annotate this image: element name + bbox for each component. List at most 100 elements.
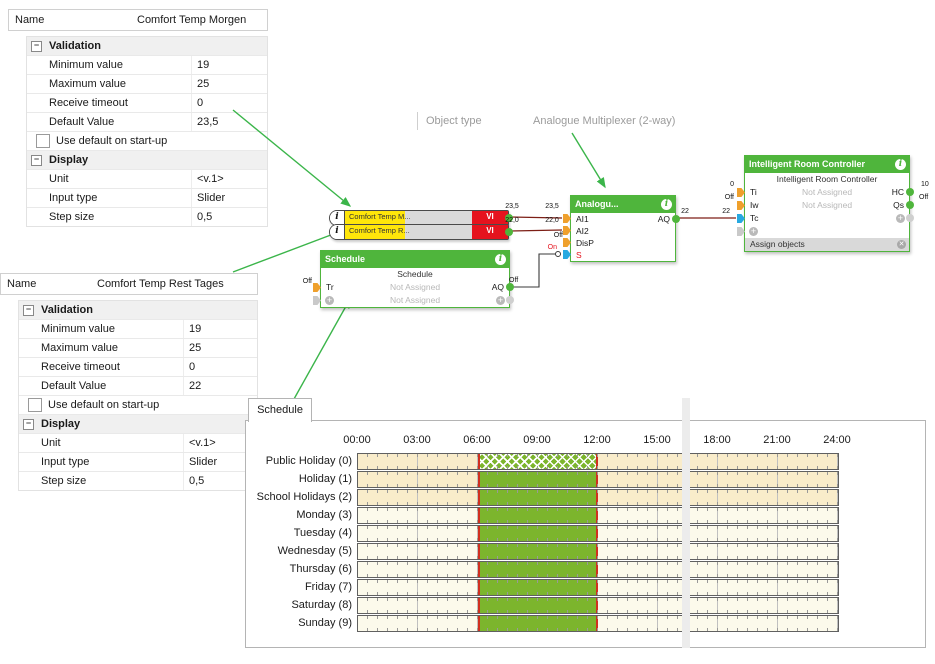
active-period[interactable] xyxy=(478,508,598,523)
add-input-button[interactable]: + xyxy=(749,226,758,236)
day-label: Friday (7) xyxy=(304,581,352,593)
block-header: Intelligent Room Controller i xyxy=(745,156,909,173)
day-timeline[interactable] xyxy=(357,507,839,524)
property-value[interactable]: Slider xyxy=(191,189,267,207)
property-value[interactable]: 19 xyxy=(183,320,257,338)
name-value[interactable]: Comfort Temp Morgen xyxy=(137,14,247,26)
name-value[interactable]: Comfort Temp Rest Tages xyxy=(97,278,224,290)
virtual-input-block-rest-tages[interactable]: i Comfort Temp R... VI xyxy=(329,224,513,240)
assign-objects-bar[interactable]: Assign objects ✕ xyxy=(745,238,909,251)
add-output-button[interactable]: + xyxy=(496,295,505,305)
tab-schedule[interactable]: Schedule xyxy=(248,398,312,422)
active-period[interactable] xyxy=(478,472,598,487)
connector-ti[interactable] xyxy=(737,188,745,197)
output-aq: AQ xyxy=(491,282,504,292)
active-period[interactable] xyxy=(478,454,598,469)
active-period[interactable] xyxy=(478,544,598,559)
info-icon[interactable]: i xyxy=(495,254,506,265)
property-value[interactable]: 23,5 xyxy=(191,113,267,131)
day-label: Monday (3) xyxy=(296,509,352,521)
info-icon[interactable]: i xyxy=(661,199,672,210)
property-value[interactable]: Slider xyxy=(183,453,257,471)
intelligent-room-controller-block[interactable]: Intelligent Room Controller i Intelligen… xyxy=(737,155,914,252)
day-timeline[interactable] xyxy=(357,525,839,542)
connector-extra[interactable] xyxy=(313,296,321,305)
property-value[interactable]: 0 xyxy=(183,358,257,376)
active-period[interactable] xyxy=(478,580,598,595)
connector-extra-out[interactable] xyxy=(506,296,514,304)
analogue-multiplexer-block[interactable]: Analogu... i AI1 AQ AI2 DisP S xyxy=(563,195,680,262)
connector-hc[interactable] xyxy=(906,188,914,196)
output-qs: Qs xyxy=(893,200,904,210)
port-row: S xyxy=(571,249,675,261)
collapse-icon[interactable]: − xyxy=(23,304,34,316)
info-icon[interactable]: i xyxy=(895,159,906,170)
property-value[interactable]: <v.1> xyxy=(191,170,267,188)
connector-tr[interactable] xyxy=(313,283,321,292)
output-connector[interactable] xyxy=(505,214,513,222)
assign-objects-icon[interactable]: ✕ xyxy=(897,240,906,249)
virtual-input-label: Comfort Temp R... xyxy=(345,225,472,239)
use-default-checkbox[interactable] xyxy=(28,398,42,412)
connector-extra-out[interactable] xyxy=(906,214,914,222)
collapse-icon[interactable]: − xyxy=(31,154,42,166)
property-value[interactable]: 0,5 xyxy=(183,472,257,490)
assigned-object: Not Assigned xyxy=(801,187,853,197)
property-row: Maximum value 25 xyxy=(27,75,267,94)
schedule-block[interactable]: Schedule i Schedule Tr Not Assigned AQ +… xyxy=(313,250,514,308)
info-icon[interactable]: i xyxy=(330,225,345,239)
day-timeline[interactable] xyxy=(357,489,839,506)
collapse-icon[interactable]: − xyxy=(23,418,34,430)
annotation-arrow xyxy=(293,297,351,400)
property-value[interactable]: <v.1> xyxy=(183,434,257,452)
connector-ai1[interactable] xyxy=(563,214,571,223)
connector-iw[interactable] xyxy=(737,201,745,210)
property-row: Minimum value 19 xyxy=(27,56,267,75)
property-value[interactable]: 0 xyxy=(191,94,267,112)
active-period[interactable] xyxy=(478,490,598,505)
wire-value: Off xyxy=(509,277,519,284)
use-default-checkbox[interactable] xyxy=(36,134,50,148)
info-icon[interactable]: i xyxy=(330,211,345,225)
add-output-button[interactable]: + xyxy=(896,213,905,223)
output-hc: HC xyxy=(891,187,904,197)
connector-qs[interactable] xyxy=(906,201,914,209)
scrollbar-track[interactable] xyxy=(682,398,690,648)
day-timeline[interactable] xyxy=(357,471,839,488)
connector-s[interactable] xyxy=(563,250,571,259)
day-timeline[interactable] xyxy=(357,579,839,596)
day-timeline[interactable] xyxy=(357,543,839,560)
day-timeline[interactable] xyxy=(357,561,839,578)
name-label: Name xyxy=(15,14,45,26)
day-timeline[interactable] xyxy=(357,453,839,470)
day-timeline[interactable] xyxy=(357,597,839,614)
property-value[interactable]: 25 xyxy=(191,75,267,93)
output-connector[interactable] xyxy=(505,228,513,236)
output-aq: AQ xyxy=(657,214,670,224)
connector-aq[interactable] xyxy=(672,215,680,223)
collapse-icon[interactable]: − xyxy=(31,40,42,52)
property-value[interactable]: 19 xyxy=(191,56,267,74)
day-label: Public Holiday (0) xyxy=(265,455,352,467)
connector-tc[interactable] xyxy=(737,214,745,223)
assigned-object: Not Assigned xyxy=(389,282,441,292)
active-period[interactable] xyxy=(478,562,598,577)
active-period[interactable] xyxy=(478,598,598,613)
input-ai1: AI1 xyxy=(576,214,589,224)
schedule-editor-panel: Schedule 00:00 03:00 06:00 09:00 12:00 1… xyxy=(245,398,926,648)
property-value[interactable]: 22 xyxy=(183,377,257,395)
port-row: + xyxy=(745,225,909,238)
active-period[interactable] xyxy=(478,526,598,541)
active-period[interactable] xyxy=(478,616,598,631)
port-value: Off xyxy=(919,194,929,201)
connector-extra[interactable] xyxy=(737,227,745,236)
day-timeline[interactable] xyxy=(357,615,839,632)
connector-aq[interactable] xyxy=(506,283,514,291)
connector-disp[interactable] xyxy=(563,238,571,247)
property-value[interactable]: 25 xyxy=(183,339,257,357)
property-value[interactable]: 0,5 xyxy=(191,208,267,226)
virtual-input-label: Comfort Temp M... xyxy=(345,211,472,225)
virtual-input-block-morgen[interactable]: i Comfort Temp M... VI xyxy=(329,210,513,226)
connector-ai2[interactable] xyxy=(563,226,571,235)
input-tc: Tc xyxy=(750,213,759,223)
